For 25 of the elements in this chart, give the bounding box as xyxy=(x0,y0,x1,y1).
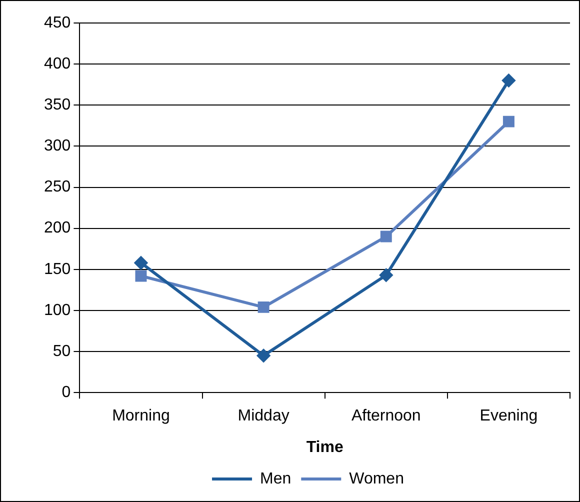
y-tick-label: 200 xyxy=(44,220,71,237)
x-tick-label: Midday xyxy=(238,408,290,425)
point xyxy=(502,74,516,87)
legend-label: Women xyxy=(349,470,404,488)
y-tick-label: 0 xyxy=(62,384,71,402)
x-tick-label: Afternoon xyxy=(351,408,421,425)
y-tick-label: 150 xyxy=(44,260,71,278)
y-tick-label: 50 xyxy=(52,342,71,360)
point xyxy=(380,268,393,282)
point xyxy=(135,270,147,282)
point xyxy=(502,116,514,128)
legend-label: Men xyxy=(260,470,292,488)
point xyxy=(380,230,392,242)
point xyxy=(258,301,270,313)
y-tick-label: 300 xyxy=(44,138,71,155)
x-axis-title: Time xyxy=(306,438,344,456)
y-tick-label: 250 xyxy=(44,178,71,196)
point xyxy=(257,349,270,362)
y-tick-label: 100 xyxy=(44,302,71,319)
point xyxy=(134,256,148,270)
y-tick-label: 400 xyxy=(44,55,71,72)
x-tick-label: Morning xyxy=(112,408,170,425)
x-tick-label: Evening xyxy=(480,408,538,425)
y-tick-label: 450 xyxy=(44,14,71,32)
y-tick-label: 350 xyxy=(44,96,71,114)
